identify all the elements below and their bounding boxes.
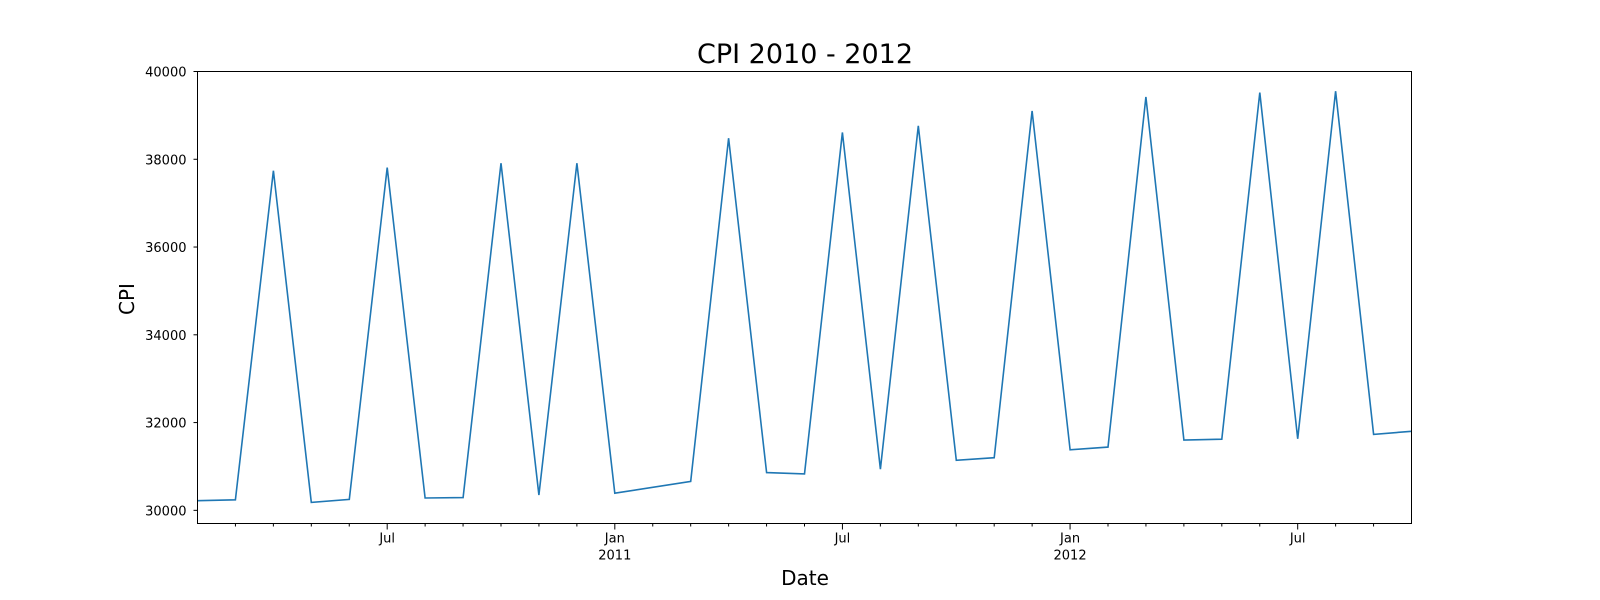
x-axis: Jul Jan 2011 Jul Jan 2012 Jul — [234, 523, 1375, 564]
x-tick-label: Jan — [1059, 532, 1080, 547]
y-tick-label: 40000 — [145, 66, 186, 81]
plot-frame — [197, 71, 1412, 524]
x-tick-label: Jan — [604, 532, 625, 547]
x-tick-label: Jul — [834, 532, 851, 547]
y-tick-label: 38000 — [145, 153, 186, 168]
x-tick-year-label: 2012 — [1054, 549, 1087, 564]
x-tick-label: Jul — [1289, 532, 1306, 547]
series-layer — [197, 91, 1412, 504]
cpi-series-line — [197, 91, 1412, 504]
y-tick-label: 32000 — [145, 417, 186, 432]
y-tick-label: 30000 — [145, 504, 186, 519]
x-tick-year-label: 2011 — [598, 549, 631, 564]
chart-title: CPI 2010 - 2012 — [697, 39, 913, 70]
x-axis-label: Date — [781, 566, 829, 590]
x-tick-label: Jul — [378, 532, 395, 547]
y-axis: 30000 32000 34000 36000 38000 40000 — [145, 66, 198, 519]
y-axis-label: CPI — [115, 283, 139, 315]
y-tick-label: 36000 — [145, 241, 186, 256]
y-tick-label: 34000 — [145, 329, 186, 344]
